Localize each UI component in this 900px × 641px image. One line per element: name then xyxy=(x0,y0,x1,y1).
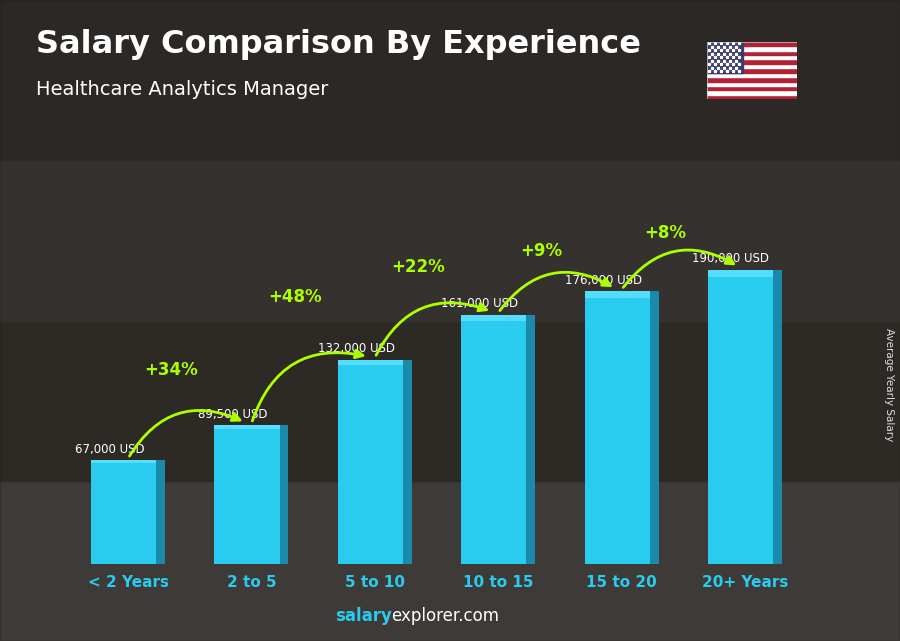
Text: +8%: +8% xyxy=(644,224,686,242)
Bar xyxy=(214,426,280,429)
Bar xyxy=(461,315,526,564)
Bar xyxy=(157,460,165,564)
Bar xyxy=(585,292,650,298)
Bar xyxy=(706,86,796,90)
Bar xyxy=(338,360,403,365)
Text: 67,000 USD: 67,000 USD xyxy=(75,443,144,456)
Bar xyxy=(403,360,412,564)
Bar xyxy=(706,55,796,60)
Bar xyxy=(706,81,796,86)
Bar xyxy=(91,460,157,463)
Bar xyxy=(706,77,796,81)
Bar xyxy=(706,64,796,69)
Bar xyxy=(773,270,782,564)
Bar xyxy=(0,0,900,160)
Text: +9%: +9% xyxy=(520,242,562,260)
Bar xyxy=(0,320,900,481)
Bar xyxy=(706,90,796,95)
Bar xyxy=(708,270,773,277)
Bar xyxy=(706,69,796,72)
Bar xyxy=(706,95,796,99)
Text: +22%: +22% xyxy=(392,258,445,276)
Bar xyxy=(461,315,526,321)
Text: 89,500 USD: 89,500 USD xyxy=(198,408,267,421)
Bar xyxy=(91,460,157,564)
Bar xyxy=(0,160,900,320)
Bar xyxy=(706,42,742,72)
Bar xyxy=(706,51,796,55)
Text: +34%: +34% xyxy=(144,361,198,379)
Bar xyxy=(706,46,796,51)
Bar xyxy=(214,426,280,564)
Text: 161,000 USD: 161,000 USD xyxy=(441,297,518,310)
Text: explorer.com: explorer.com xyxy=(392,607,500,625)
Bar xyxy=(585,292,650,564)
Text: 132,000 USD: 132,000 USD xyxy=(318,342,395,355)
Text: 176,000 USD: 176,000 USD xyxy=(564,274,642,287)
Text: Healthcare Analytics Manager: Healthcare Analytics Manager xyxy=(36,80,328,99)
Bar xyxy=(706,60,796,64)
Text: 190,000 USD: 190,000 USD xyxy=(692,253,769,265)
Bar xyxy=(280,426,288,564)
Text: salary: salary xyxy=(335,607,392,625)
Text: +48%: +48% xyxy=(268,288,321,306)
Bar xyxy=(708,270,773,564)
Bar xyxy=(650,292,659,564)
Bar xyxy=(706,72,796,77)
Text: Salary Comparison By Experience: Salary Comparison By Experience xyxy=(36,29,641,60)
Bar xyxy=(706,42,796,46)
Bar xyxy=(0,481,900,641)
Bar xyxy=(526,315,536,564)
Bar xyxy=(338,360,403,564)
Text: Average Yearly Salary: Average Yearly Salary xyxy=(884,328,895,441)
